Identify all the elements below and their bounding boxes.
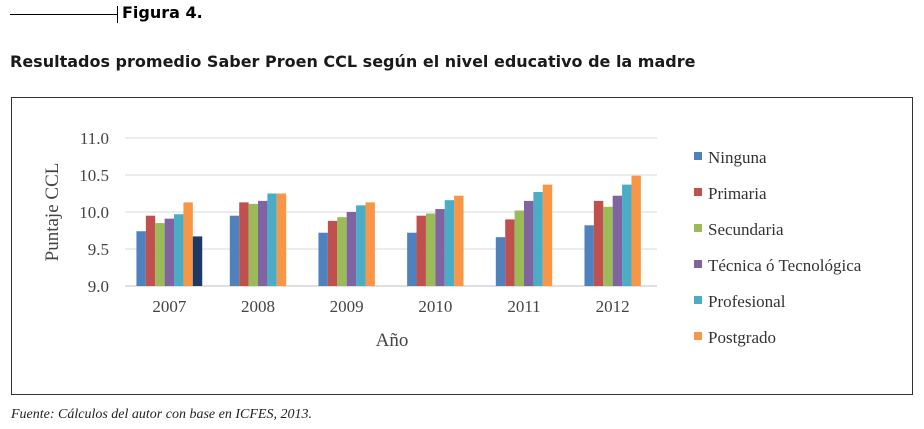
bar-2009-1 xyxy=(327,220,338,286)
legend-swatch xyxy=(694,332,702,340)
legend-swatch xyxy=(694,296,702,304)
bar-2007-3 xyxy=(164,218,175,286)
bar-2010-3 xyxy=(435,209,445,286)
bar-2011-2 xyxy=(514,210,524,286)
bar-2008-3 xyxy=(258,200,268,286)
x-tick-label: 2009 xyxy=(330,297,364,316)
bar-2007-5 xyxy=(183,202,193,286)
bar-2007-0 xyxy=(136,231,146,286)
legend: Ninguna Primaria Secundaria Técnica ó Tecno… xyxy=(694,148,862,347)
figure-rule-tick xyxy=(117,6,118,23)
x-tick-label: 2007 xyxy=(152,297,187,316)
y-tick-label: 10.0 xyxy=(79,203,109,222)
bar-2011-1 xyxy=(505,219,515,286)
bar-2008-1 xyxy=(239,202,249,286)
bar-2008-2 xyxy=(248,203,258,286)
x-tick-labels: 2007 2008 2009 2010 2011 2012 xyxy=(152,297,629,316)
figure-title: Resultados promedio Saber Proen CCL segú… xyxy=(10,52,696,71)
bar-2009-0 xyxy=(318,232,328,286)
legend-swatch xyxy=(694,188,702,196)
bar-2012-1 xyxy=(593,200,604,286)
x-tick-label: 2012 xyxy=(596,297,630,316)
legend-label: Primaria xyxy=(708,184,767,203)
legend-label: Ninguna xyxy=(708,148,767,167)
bar-2007-1 xyxy=(145,215,156,286)
figure-label: Figura 4. xyxy=(122,3,203,22)
bar-2008-4 xyxy=(267,193,277,286)
y-tick-labels: 9.0 9.5 10.0 10.5 11.0 xyxy=(79,129,109,296)
bar-2007-4 xyxy=(174,214,184,286)
chart-frame: 9.0 9.5 10.0 10.5 11.0 2007 2008 2009 2010 2011 2… xyxy=(11,97,913,395)
bar-2012-0 xyxy=(584,225,594,286)
bar-2012-3 xyxy=(612,195,623,286)
bar-2009-2 xyxy=(337,217,347,286)
legend-label: Técnica ó Tecnológica xyxy=(708,256,862,275)
y-axis-title: Puntaje CCL xyxy=(42,163,63,262)
bar-2012-4 xyxy=(622,184,632,286)
gridlines xyxy=(125,137,657,287)
legend-label: Secundaria xyxy=(708,220,784,239)
legend-label: Postgrado xyxy=(708,328,776,347)
bar-2007-2 xyxy=(155,223,165,286)
bar-chart: 9.09.510.010.511.0 2007 2008 2009 2010 2011 2… xyxy=(42,129,862,351)
bar-2011-0 xyxy=(495,237,506,286)
bar-2010-4 xyxy=(444,200,455,286)
legend-swatch xyxy=(694,152,702,160)
bar-2009-4 xyxy=(356,205,366,286)
y-tick-label: 9.0 xyxy=(88,277,109,296)
figure-rule xyxy=(10,14,118,15)
source-note: Fuente: Cálculos del autor con base en I… xyxy=(11,407,312,422)
y-tick-label: 11.0 xyxy=(80,129,109,148)
bar-2010-5 xyxy=(454,195,464,286)
bar-2008-0 xyxy=(229,215,240,286)
bars xyxy=(136,175,641,286)
x-tick-label: 2008 xyxy=(241,297,275,316)
bar-2007-extra xyxy=(192,236,203,286)
bar-2008-5 xyxy=(276,193,287,286)
legend-swatch xyxy=(694,224,702,232)
bar-2010-0 xyxy=(407,232,417,286)
bar-2010-2 xyxy=(425,213,436,286)
x-axis-title: Año xyxy=(376,330,409,351)
y-tick-label: 10.5 xyxy=(79,166,109,185)
legend-swatch xyxy=(694,260,702,268)
bar-2012-2 xyxy=(603,206,613,286)
bar-2011-3 xyxy=(524,200,534,286)
bar-2010-1 xyxy=(416,215,426,286)
x-tick-label: 2011 xyxy=(507,297,540,316)
bar-2009-3 xyxy=(346,212,357,286)
bar-2011-4 xyxy=(533,192,543,286)
x-tick-label: 2010 xyxy=(418,297,452,316)
legend-label: Profesional xyxy=(708,292,786,311)
bar-2009-5 xyxy=(365,202,375,286)
bar-2011-5 xyxy=(542,184,553,286)
bar-2012-5 xyxy=(631,175,641,286)
y-tick-label: 9.5 xyxy=(88,240,109,259)
